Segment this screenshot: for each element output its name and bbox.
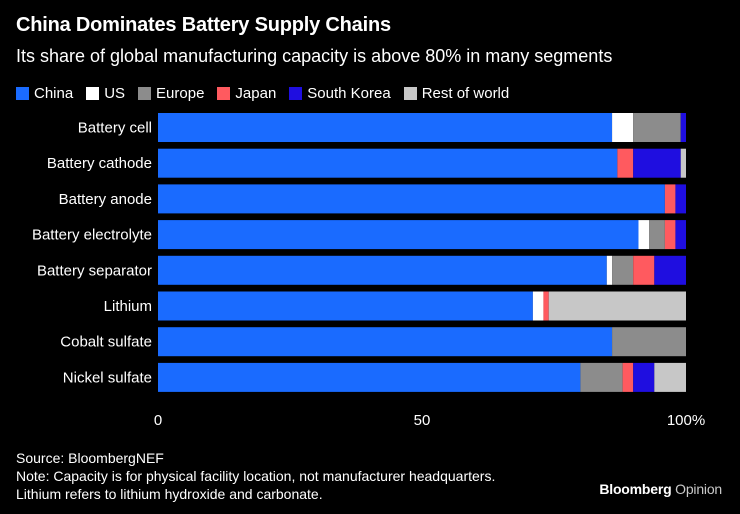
category-label: Battery electrolyte	[32, 227, 152, 244]
legend-swatch	[16, 87, 29, 100]
legend-label: Japan	[235, 85, 277, 102]
legend-item-us: US	[86, 85, 125, 102]
footer: Source: BloombergNEF Note: Capacity is f…	[16, 449, 495, 503]
bar-segment-china	[158, 148, 618, 178]
category-label: Cobalt sulfate	[60, 334, 152, 351]
bar-segment-europe	[580, 362, 623, 392]
category-label: Battery cathode	[47, 155, 152, 172]
x-tick-label: 50	[414, 412, 431, 429]
legend-label: China	[34, 85, 74, 102]
bar-segment-japan	[622, 362, 634, 392]
note-text: Note: Capacity is for physical facility …	[16, 468, 496, 484]
legend-swatch	[86, 87, 100, 100]
bar-segment-europe	[612, 255, 634, 285]
bar-segment-rest-of-world	[654, 362, 686, 392]
note-text-2: Lithium refers to lithium hydroxide and …	[16, 486, 323, 502]
legend-swatch	[217, 87, 231, 100]
category-label: Battery anode	[59, 191, 152, 208]
legend-item-south-korea: South Korea	[289, 85, 391, 102]
legend: China US Europe Japan South Korea Rest of wor…	[16, 85, 522, 102]
legend-swatch	[403, 87, 417, 100]
legend-item-europe: Europe	[138, 85, 204, 102]
category-label: Lithium	[104, 298, 152, 315]
chart-subtitle: Its share of global manufacturing capaci…	[16, 46, 613, 66]
bar-segment-china	[158, 220, 639, 250]
stacked-bar-chart: Battery cell Battery cathode Battery anode…	[32, 113, 705, 429]
bar-segment-south-korea	[675, 220, 686, 250]
x-tick-label: 100%	[667, 412, 705, 429]
bar-segment-rest-of-world	[548, 291, 686, 321]
brand-section: Opinion	[675, 481, 722, 497]
bar-segment-south-korea	[654, 255, 686, 285]
bar-segment-south-korea	[633, 362, 655, 392]
bar-segment-south-korea	[675, 184, 686, 214]
bar-segment-us	[612, 113, 634, 142]
legend-swatch	[138, 87, 152, 100]
bar-segment-japan	[543, 291, 549, 321]
legend-swatch	[289, 87, 303, 100]
legend-label: South Korea	[307, 85, 391, 102]
bar-segment-japan	[617, 148, 634, 178]
bar-segment-china	[158, 184, 665, 214]
bar-segment-europe	[649, 220, 665, 250]
legend-label: US	[104, 85, 126, 102]
bar-segment-japan	[633, 255, 655, 285]
bar-segment-us	[606, 255, 613, 285]
bar-segment-china	[158, 362, 581, 392]
category-label: Nickel sulfate	[63, 369, 152, 386]
bar-segment-japan	[664, 184, 676, 214]
x-tick-label: 0	[154, 412, 162, 429]
legend-label: Europe	[156, 85, 205, 102]
bar-segment-rest-of-world	[680, 148, 686, 178]
bar-segment-china	[158, 291, 533, 321]
category-label: Battery separator	[37, 262, 152, 279]
legend-item-japan: Japan	[217, 85, 276, 102]
legend-item-rest-of-world: Rest of world	[403, 85, 510, 102]
bar-segment-china	[158, 255, 607, 285]
bar-segment-china	[158, 113, 613, 142]
bar-segment-us	[532, 291, 544, 321]
category-label: Battery cell	[78, 120, 152, 137]
bar-segment-japan	[664, 220, 676, 250]
bar-segment-south-korea	[680, 113, 686, 142]
bar-segment-us	[638, 220, 650, 250]
bar-segment-europe	[633, 113, 681, 142]
legend-item-china: China	[16, 85, 73, 102]
bar-segment-south-korea	[633, 148, 681, 178]
brand-name: Bloomberg	[599, 481, 672, 497]
source-text: Source: BloombergNEF	[16, 450, 164, 466]
bar-segment-china	[158, 327, 613, 357]
bar-segment-europe	[612, 327, 686, 357]
brand-logo: Bloomberg Opinion	[599, 481, 722, 497]
chart-title: China Dominates Battery Supply Chains	[16, 14, 391, 36]
legend-label: Rest of world	[421, 85, 510, 102]
